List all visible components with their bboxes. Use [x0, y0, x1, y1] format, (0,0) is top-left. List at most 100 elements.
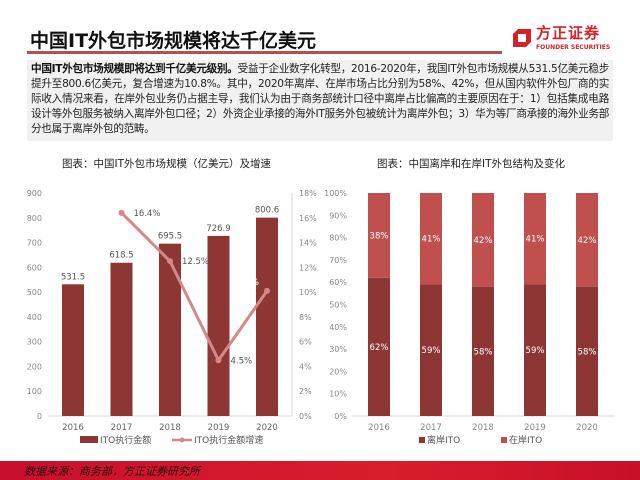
x-axis-tick: 2020	[256, 423, 278, 433]
bar-data-label: 59%	[422, 346, 441, 356]
growth-point	[215, 357, 222, 364]
y-axis-tick: 80%	[329, 234, 347, 243]
x-axis-tick: 2019	[208, 423, 230, 433]
left-axis-tick: 600	[27, 263, 42, 272]
right-axis-tick: 16%	[299, 214, 317, 223]
y-axis-tick: 90%	[329, 211, 347, 220]
legend-label: ITO执行金额	[100, 434, 151, 446]
x-axis-tick: 2017	[420, 423, 442, 433]
bar-offshore	[472, 286, 494, 416]
bar-data-label: 38%	[370, 231, 389, 241]
right-axis-tick: 0%	[299, 412, 312, 421]
logo-text-en: FOUNDER SECURITIES	[536, 44, 611, 51]
bar-data-label: 62%	[370, 343, 389, 353]
title-divider	[27, 51, 502, 54]
line-data-label: 16.4%	[134, 209, 161, 219]
footer-bar: 数据来源：商务部，方正证券研究所	[0, 461, 640, 480]
left-axis-tick: 200	[27, 362, 42, 371]
bar-data-label: 41%	[526, 235, 545, 245]
bar-data-label: 58%	[578, 347, 597, 357]
left-axis-tick: 400	[27, 313, 42, 322]
left-axis-tick: 300	[27, 338, 42, 347]
bar-data-label: 695.5	[158, 232, 182, 242]
y-axis-tick: 60%	[329, 278, 347, 287]
chart2-title: 图表：中国离岸和在岸IT外包结构及变化	[377, 158, 566, 170]
y-axis-tick: 30%	[329, 345, 347, 354]
y-axis-tick: 10%	[329, 390, 347, 399]
bar-data-label: 618.5	[109, 251, 133, 261]
legend-swatch-point	[179, 437, 185, 443]
bar-onshore	[472, 193, 494, 287]
summary-body: 受益于企业数字化转型，2016-2020年，我国IT外包市场规模从531.5亿美…	[31, 63, 609, 135]
x-axis-tick: 2019	[524, 423, 546, 433]
legend-label: ITO执行金额增速	[194, 434, 263, 446]
right-axis-tick: 14%	[299, 239, 317, 248]
bar-data-label: 59%	[526, 346, 545, 356]
y-axis-tick: 100%	[324, 189, 347, 198]
line-data-label: 10.1%	[232, 278, 259, 288]
y-axis-tick: 50%	[329, 301, 347, 310]
legend-swatch-bar	[80, 436, 98, 443]
bar-data-label: 58%	[474, 347, 493, 357]
legend-label: 离岸ITO	[427, 434, 460, 446]
growth-point	[264, 287, 270, 294]
x-axis-tick: 2020	[576, 423, 598, 433]
x-axis-tick: 2016	[62, 423, 84, 433]
y-axis-tick: 40%	[329, 323, 347, 332]
left-axis-tick: 900	[27, 189, 42, 198]
left-axis-tick: 700	[27, 239, 42, 248]
right-axis-tick: 4%	[299, 362, 312, 371]
line-data-label: 12.5%	[182, 257, 209, 267]
right-axis-tick: 2%	[299, 387, 312, 396]
bar-ito-amount	[110, 262, 133, 416]
bar-offshore	[420, 284, 442, 416]
bar-data-label: 726.9	[206, 224, 230, 234]
right-axis-tick: 12%	[299, 263, 317, 272]
chart1-title: 图表：中国IT外包市场规模（亿美元）及增速	[62, 158, 272, 170]
bar-data-label: 800.6	[255, 206, 279, 216]
growth-point	[167, 258, 173, 265]
x-axis-tick: 2018	[159, 423, 181, 433]
page-title: 中国IT外包市场规模将达千亿美元	[30, 30, 317, 52]
founder-securities-logo: 方正证券 FOUNDER SECURITIES	[512, 24, 622, 53]
legend-swatch-onshore	[501, 437, 507, 443]
bar-data-label: 42%	[474, 236, 493, 246]
left-axis-tick: 0	[37, 412, 42, 421]
bar-offshore	[524, 284, 546, 416]
growth-line	[120, 211, 269, 364]
bar-data-label: 42%	[578, 236, 597, 246]
left-axis-tick: 800	[27, 214, 42, 223]
right-axis-tick: 6%	[299, 338, 312, 347]
logo-text-cn: 方正证券	[536, 24, 601, 42]
right-axis-tick: 18%	[299, 189, 317, 198]
bar-onshore	[576, 193, 598, 287]
bar-ito-amount	[159, 243, 181, 416]
left-axis-tick: 500	[27, 288, 42, 297]
bar-onshore	[524, 193, 546, 285]
y-axis-tick: 0%	[334, 412, 347, 421]
bar-ito-amount	[256, 217, 278, 416]
bar-offshore	[368, 277, 390, 416]
legend-label: 在岸ITO	[509, 434, 542, 446]
source-note: 数据来源：商务部，方正证券研究所	[24, 465, 200, 478]
bar-ito-amount	[62, 284, 84, 416]
bar-onshore	[420, 193, 442, 285]
x-axis-tick: 2017	[111, 423, 133, 433]
right-axis-tick: 8%	[299, 313, 312, 322]
bar-data-label: 531.5	[61, 272, 85, 282]
bar-offshore	[576, 286, 598, 416]
bar-onshore	[368, 193, 390, 278]
summary-box: 中国IT外包市场规模即将达到千亿美元级别。受益于企业数字化转型，2016-202…	[27, 60, 613, 141]
right-axis-tick: 10%	[299, 288, 317, 297]
y-axis-tick: 70%	[329, 256, 347, 265]
x-axis-tick: 2018	[472, 423, 494, 433]
x-axis-tick: 2016	[368, 423, 390, 433]
legend-swatch-offshore	[419, 437, 425, 443]
y-axis-tick: 20%	[329, 367, 347, 376]
left-axis-tick: 100	[27, 387, 42, 396]
bar-ito-amount	[207, 235, 230, 416]
logo-mark-icon	[513, 29, 531, 47]
growth-point	[118, 209, 125, 216]
summary-lead: 中国IT外包市场规模即将达到千亿美元级别。	[31, 63, 238, 75]
